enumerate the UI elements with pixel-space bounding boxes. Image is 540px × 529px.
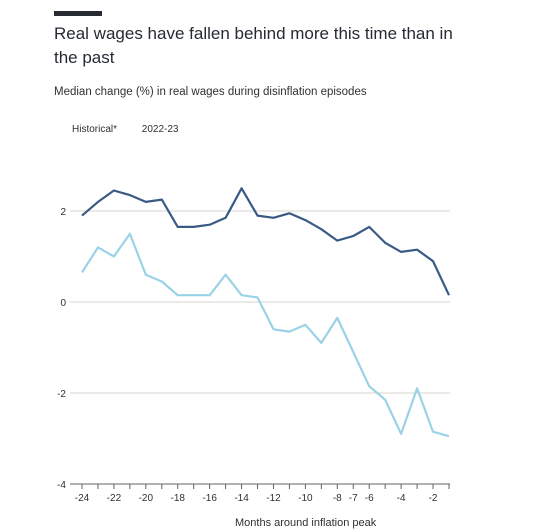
x-tick-label: -10 xyxy=(298,493,313,504)
series-line-historical xyxy=(81,232,450,438)
x-tick-label: -22 xyxy=(107,493,122,504)
header-accent-bar xyxy=(54,11,102,16)
x-tick-label: -20 xyxy=(139,493,154,504)
x-axis-label: Months around inflation peak xyxy=(235,517,377,529)
series-lines xyxy=(81,187,450,438)
x-tick-label: -24 xyxy=(75,493,90,504)
x-tick-label: -6 xyxy=(365,493,374,504)
x-axis-ticks: -24 -22 -20 -18 -16 -14 -12 -10 -8 -7 -6 -4 -2 xyxy=(75,484,450,504)
y-tick-label: 0 xyxy=(60,298,66,309)
x-tick-label: -16 xyxy=(202,493,217,504)
series-line-2022-23 xyxy=(81,187,450,296)
grid-lines xyxy=(70,210,450,485)
x-tick-label: -4 xyxy=(397,493,406,504)
y-tick-label: -2 xyxy=(57,389,66,400)
x-tick-label: -12 xyxy=(266,493,281,504)
y-tick-label: 2 xyxy=(60,207,66,218)
chart-legend: Historical* 2022-23 xyxy=(72,124,201,135)
y-axis-ticks: 2 0 -2 -4 xyxy=(57,207,66,491)
x-tick-label: -2 xyxy=(429,493,438,504)
legend-item-historical: Historical* xyxy=(72,124,118,135)
x-tick-label: -8 xyxy=(333,493,342,504)
x-tick-label: -7 xyxy=(349,493,358,504)
x-tick-label: -18 xyxy=(171,493,186,504)
chart-title: Real wages have fallen behind more this … xyxy=(54,24,453,67)
x-tick-label: -14 xyxy=(234,493,249,504)
chart-subtitle: Median change (%) in real wages during d… xyxy=(54,86,367,98)
legend-item-2022-23: 2022-23 xyxy=(141,124,179,135)
y-tick-label: -4 xyxy=(57,480,66,491)
